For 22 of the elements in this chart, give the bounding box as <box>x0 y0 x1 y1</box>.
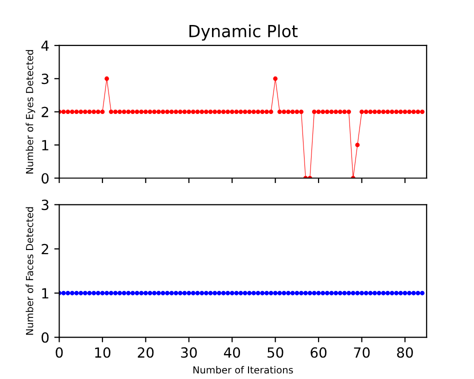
x-tick-label: 0 <box>56 347 63 358</box>
x-tick-label: 40 <box>224 347 240 358</box>
y-tick-label: 2 <box>42 106 48 118</box>
y-tick-label: 2 <box>42 244 48 254</box>
y-axis-title: Number of Faces Detected <box>26 207 34 335</box>
y-tick-label: 0 <box>42 173 49 184</box>
x-tick-label: 80 <box>397 347 413 358</box>
chart-title: Dynamic Plot <box>189 24 298 41</box>
x-tick-label: 60 <box>310 347 326 358</box>
x-tick-label: 10 <box>95 347 110 358</box>
y-tick-label: 1 <box>42 140 48 150</box>
x-axis-title: Number of Iterations <box>193 366 293 374</box>
y-tick-label: 3 <box>42 74 48 84</box>
y-tick-label: 1 <box>42 288 48 298</box>
y-axis-title: Number of Eyes Detected <box>26 50 36 174</box>
x-tick-label: 30 <box>181 347 197 358</box>
y-tick-label: 0 <box>42 332 49 343</box>
y-tick-label: 4 <box>41 40 49 51</box>
x-tick-label: 50 <box>268 347 284 358</box>
x-tick-label: 20 <box>138 347 154 358</box>
x-tick-label: 70 <box>354 347 370 358</box>
y-tick-label: 3 <box>42 200 48 210</box>
